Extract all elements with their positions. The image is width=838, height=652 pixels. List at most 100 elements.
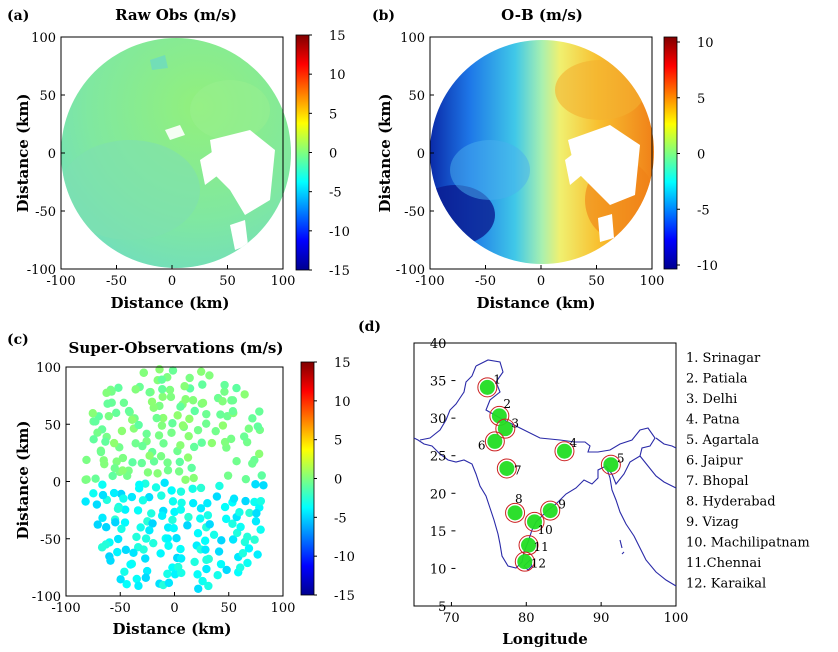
superobs-point — [232, 383, 241, 393]
superobs-point — [257, 471, 266, 480]
superobs-point — [149, 538, 158, 548]
station-number: 5 — [617, 452, 625, 466]
superobs-point — [218, 397, 227, 406]
superobs-point — [214, 547, 224, 556]
superobs-point — [184, 512, 193, 522]
superobs-point — [111, 408, 121, 418]
superobs-point — [98, 490, 108, 500]
superobs-point — [176, 505, 186, 514]
chart-a-radar-field — [61, 38, 291, 268]
station-number: 9 — [558, 498, 566, 512]
chart-c-colorbar: 15 10 5 0 -5 -10 -15 — [300, 356, 355, 604]
superobs-point — [200, 536, 210, 545]
superobs-point — [250, 497, 259, 507]
chart-d-xtick-label: 100 — [664, 611, 689, 626]
superobs-point — [216, 410, 225, 419]
superobs-point — [141, 534, 151, 543]
chart-b-radar-field — [430, 40, 654, 264]
superobs-point — [201, 545, 210, 554]
superobs-point — [178, 421, 188, 430]
station-marker — [497, 421, 513, 437]
chart-c-ticks: -100 -50 0 50 100 100 50 0 -50 -100 — [32, 361, 296, 616]
superobs-point — [149, 457, 159, 466]
legend-entry: 10. Machilipatnam — [686, 536, 810, 551]
superobs-point — [151, 483, 161, 492]
superobs-point — [138, 496, 148, 505]
superobs-point — [215, 481, 224, 491]
superobs-point — [132, 574, 141, 584]
chart-a-ytick-label: 100 — [31, 31, 56, 46]
station-ring — [518, 535, 539, 556]
superobs-point — [252, 509, 261, 518]
superobs-point — [170, 507, 179, 517]
chart-d-ytick-label: 40 — [430, 337, 447, 352]
chart-b-ytick-label: -100 — [396, 263, 425, 278]
superobs-point — [220, 502, 230, 512]
superobs-point — [106, 556, 115, 565]
superobs-point — [184, 431, 193, 441]
legend-entry: 1. Srinagar — [686, 351, 761, 366]
superobs-point — [216, 559, 226, 569]
superobs-point — [133, 506, 143, 515]
station-ring — [496, 458, 517, 479]
superobs-point — [253, 422, 263, 431]
superobs-point — [97, 543, 107, 552]
superobs-point — [255, 407, 264, 416]
superobs-point — [185, 373, 194, 383]
chart-b-xtick-label: 100 — [640, 274, 665, 289]
superobs-point — [147, 397, 157, 406]
superobs-point — [254, 449, 264, 459]
superobs-point — [236, 522, 245, 532]
chart-c-superobs — [81, 365, 268, 593]
superobs-point — [99, 456, 108, 465]
superobs-point — [205, 371, 214, 380]
chart-a-colorbar: 15 10 5 0 -5 -10 -15 — [295, 29, 350, 279]
superobs-point — [183, 521, 192, 530]
superobs-point — [163, 569, 172, 579]
chart-b-xtick-label: 0 — [537, 274, 545, 289]
station-marker — [499, 460, 515, 476]
station-ring — [495, 418, 516, 439]
superobs-point — [222, 565, 231, 575]
superobs-point — [126, 560, 135, 569]
superobs-point — [142, 429, 151, 439]
superobs-point — [205, 520, 214, 529]
superobs-point — [127, 415, 137, 425]
chart-b-xlabel: Distance (km) — [476, 294, 595, 312]
superobs-point — [139, 545, 148, 554]
superobs-point — [117, 426, 127, 436]
superobs-point — [220, 380, 229, 390]
superobs-point — [232, 457, 241, 466]
superobs-point — [220, 387, 229, 396]
superobs-point — [213, 570, 222, 580]
chart-b-xtick-label: -100 — [415, 274, 444, 289]
superobs-point — [145, 526, 154, 535]
superobs-point — [176, 441, 185, 450]
superobs-point — [212, 492, 222, 501]
chart-a-xtick-label: 0 — [168, 274, 176, 289]
superobs-point — [92, 500, 102, 509]
superobs-point — [218, 421, 228, 430]
chart-c-cbar-label: 15 — [334, 356, 351, 371]
superobs-point — [145, 451, 154, 460]
superobs-point — [203, 499, 212, 508]
superobs-point — [168, 515, 177, 525]
superobs-point — [228, 519, 237, 528]
superobs-point — [221, 514, 231, 524]
chart-b-ylabel: Distance (km) — [376, 93, 394, 212]
superobs-point — [190, 406, 199, 416]
station-marker — [603, 457, 619, 473]
chart-b-cbar-label: 5 — [697, 92, 705, 107]
superobs-point — [202, 564, 211, 574]
superobs-point — [122, 580, 131, 589]
chart-d-xtick-label: 70 — [443, 611, 460, 626]
superobs-point — [101, 523, 111, 532]
station-marker — [479, 379, 495, 395]
superobs-point — [137, 458, 147, 468]
superobs-point — [189, 442, 199, 452]
chart-a-cbar-label: -10 — [329, 225, 350, 240]
chart-c-xtick-label: -50 — [110, 601, 131, 616]
station-ring — [484, 431, 505, 452]
superobs-point — [177, 498, 186, 507]
